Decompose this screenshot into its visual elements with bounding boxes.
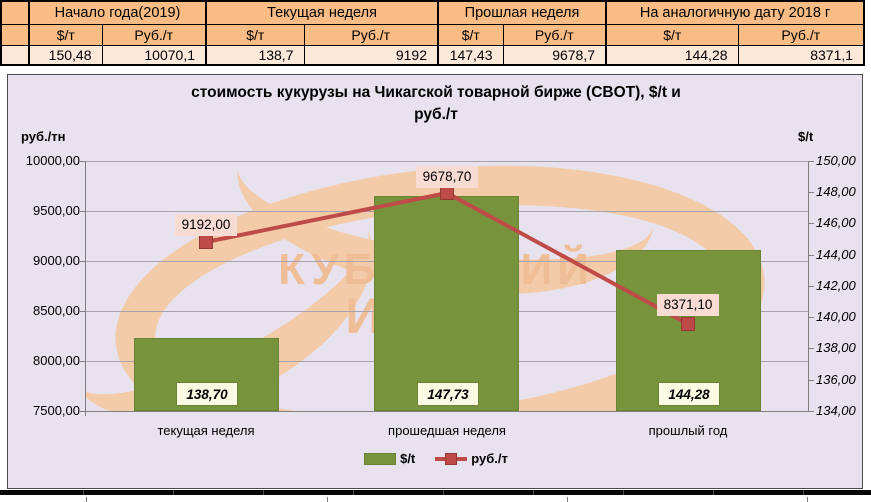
right-axis-tick: 136,00 xyxy=(816,372,856,387)
right-tickmark xyxy=(808,380,814,381)
right-tickmark xyxy=(808,317,814,318)
category-label: текущая неделя xyxy=(157,423,255,438)
line-marker[interactable] xyxy=(681,317,695,331)
chart-title: стоимость кукурузы на Чикагской товарной… xyxy=(116,82,756,126)
bar-data-label: 144,28 xyxy=(658,382,720,406)
table-corner-cell[interactable] xyxy=(0,0,30,25)
table-group-header[interactable]: Прошлая неделя xyxy=(437,0,607,25)
table-corner-cell[interactable] xyxy=(0,44,30,66)
table-group-header[interactable]: Текущая неделя xyxy=(204,0,439,25)
right-axis-tick: 144,00 xyxy=(816,247,856,262)
table-unit-header[interactable]: Руб./т xyxy=(101,23,207,46)
table-unit-header[interactable]: Руб./т xyxy=(502,23,607,46)
legend-label-bar: $/t xyxy=(400,451,416,466)
table-value-cell[interactable]: 150,48 xyxy=(28,44,103,66)
x-tickmark xyxy=(86,497,87,502)
chart-area[interactable]: стоимость кукурузы на Чикагской товарной… xyxy=(7,74,864,502)
category-label: прошлый год xyxy=(648,423,728,438)
left-axis-tick: 7500,00 xyxy=(33,403,80,418)
left-axis-line xyxy=(85,161,86,416)
left-axis-title: руб./тн xyxy=(21,129,66,144)
table-unit-header[interactable]: $/т xyxy=(605,23,739,46)
gridline xyxy=(86,161,808,162)
spreadsheet-row-strip xyxy=(0,490,871,495)
table-value-cell[interactable]: 8371,1 xyxy=(737,44,865,66)
line-data-label: 9678,70 xyxy=(416,166,478,188)
x-tickmark xyxy=(807,497,808,502)
line-data-label: 9192,00 xyxy=(175,214,237,236)
right-axis-tick: 138,00 xyxy=(816,340,856,355)
price-table: Начало года(2019) Текущая неделя Прошлая… xyxy=(0,0,866,66)
right-axis-tick: 148,00 xyxy=(816,184,856,199)
left-tickmark xyxy=(80,211,86,212)
right-axis-line xyxy=(808,161,809,411)
right-axis-tick: 150,00 xyxy=(816,153,856,168)
chart-legend[interactable]: $/t руб./т xyxy=(8,451,864,466)
left-tickmark xyxy=(80,161,86,162)
right-tickmark xyxy=(808,161,814,162)
table-group-header[interactable]: Начало года(2019) xyxy=(28,0,207,25)
table-value-cell[interactable]: 10070,1 xyxy=(101,44,207,66)
x-tickmark xyxy=(327,497,328,502)
x-axis-line xyxy=(86,411,808,412)
table-corner-cell[interactable] xyxy=(0,23,30,46)
table-unit-header[interactable]: Руб./т xyxy=(737,23,865,46)
right-tickmark xyxy=(808,348,814,349)
left-tickmark xyxy=(80,411,86,412)
table-unit-header[interactable]: $/т xyxy=(437,23,504,46)
right-tickmark xyxy=(808,286,814,287)
left-axis-tick: 8000,00 xyxy=(33,353,80,368)
left-axis-tick: 9000,00 xyxy=(33,253,80,268)
left-axis-tick: 10000,00 xyxy=(25,153,80,168)
table-value-cell[interactable]: 147,43 xyxy=(437,44,504,66)
legend-line-marker-icon xyxy=(435,452,468,465)
line-data-label: 8371,10 xyxy=(657,294,719,316)
line-marker[interactable] xyxy=(199,235,213,249)
plot-area: КУБАНСКИЙ ИКЦ 9192,00 9678,70 8371,10 13… xyxy=(85,161,809,502)
table-value-cell[interactable]: 9678,7 xyxy=(502,44,607,66)
bar-data-label: 147,73 xyxy=(417,382,479,406)
legend-label-line: руб./т xyxy=(471,451,508,466)
table-unit-header[interactable]: $/т xyxy=(28,23,103,46)
table-unit-header[interactable]: Руб./т xyxy=(303,23,439,46)
right-axis-tick: 146,00 xyxy=(816,215,856,230)
legend-bar-swatch-icon xyxy=(364,452,397,465)
right-axis-tick: 134,00 xyxy=(816,403,856,418)
chart-title-line2: руб./т xyxy=(414,106,458,123)
right-tickmark xyxy=(808,411,814,412)
right-tickmark xyxy=(808,223,814,224)
line-series-rub[interactable] xyxy=(86,161,808,411)
chart-title-line1: стоимость кукурузы на Чикагской товарной… xyxy=(191,84,681,101)
right-tickmark xyxy=(808,192,814,193)
left-axis-tick: 9500,00 xyxy=(33,203,80,218)
table-value-cell[interactable]: 9192 xyxy=(303,44,439,66)
left-tickmark xyxy=(80,361,86,362)
left-tickmark xyxy=(80,261,86,262)
table-unit-header[interactable]: $/т xyxy=(205,23,305,46)
legend-square-icon xyxy=(445,452,458,465)
right-axis-title: $/t xyxy=(798,129,814,144)
left-axis-tick: 8500,00 xyxy=(33,303,80,318)
line-marker[interactable] xyxy=(440,186,454,200)
category-label: прошедшая неделя xyxy=(388,423,506,438)
x-tickmark xyxy=(567,497,568,502)
table-value-cell[interactable]: 144,28 xyxy=(605,44,739,66)
table-group-header[interactable]: На аналогичную дату 2018 г xyxy=(605,0,865,25)
right-axis-tick: 142,00 xyxy=(816,278,856,293)
left-tickmark xyxy=(80,311,86,312)
right-tickmark xyxy=(808,255,814,256)
bar-past-week[interactable] xyxy=(374,196,519,411)
bar-data-label: 138,70 xyxy=(176,382,238,406)
right-axis-tick: 140,00 xyxy=(816,309,856,324)
table-value-cell[interactable]: 138,7 xyxy=(205,44,305,66)
